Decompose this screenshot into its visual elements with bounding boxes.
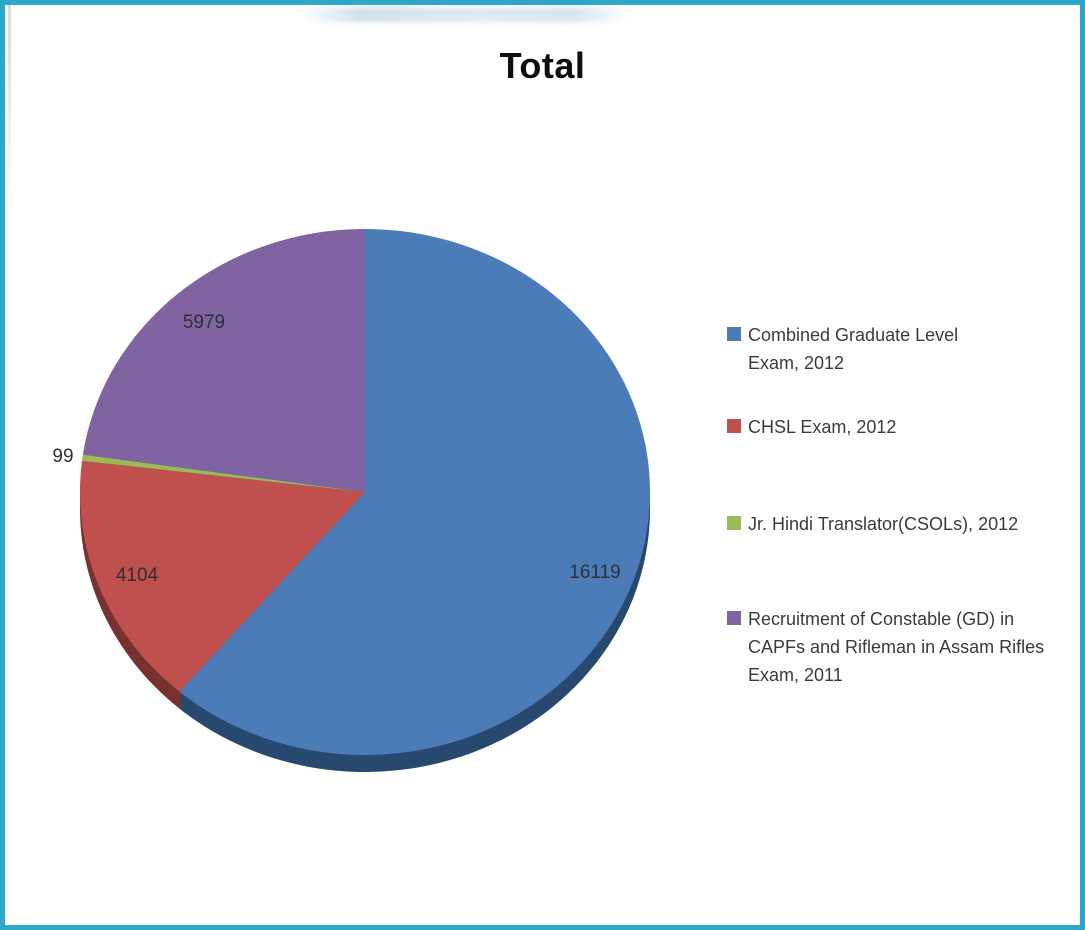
data-label-3: 5979 — [183, 312, 225, 333]
legend-label-constable-gd-capf: Recruitment of Constable (GD) in CAPFs a… — [748, 609, 1045, 685]
chart-title: Total — [499, 45, 586, 86]
legend-swatch-purple-icon — [727, 611, 741, 625]
legend-item-jr-hindi-translator: Jr. Hindi Translator(CSOLs), 2012 — [727, 510, 1057, 538]
legend-label-combined-graduate-level-exam: Combined Graduate Level Exam, 2012 — [748, 325, 959, 373]
scan-artifact-left — [8, 5, 11, 215]
legend-label-jr-hindi-translator: Jr. Hindi Translator(CSOLs), 2012 — [748, 514, 1019, 534]
legend-item-combined-graduate-level-exam: Combined Graduate Level Exam, 2012 — [727, 321, 1057, 377]
pie-slice-2 — [82, 454, 365, 492]
pie-slice-1 — [79, 460, 365, 692]
legend-swatch-red-icon — [727, 419, 741, 433]
legend-swatch-blue-icon — [727, 327, 741, 341]
pie-slice-0 — [179, 229, 650, 755]
legend-item-constable-gd-capf: Recruitment of Constable (GD) in CAPFs a… — [727, 605, 1057, 689]
data-label-2: 99 — [52, 446, 73, 467]
data-label-0: 16119 — [569, 562, 620, 583]
legend-swatch-green-icon — [727, 516, 741, 530]
scan-artifact-top — [300, 7, 630, 22]
legend-item-chsl-exam: CHSL Exam, 2012 — [727, 413, 1057, 441]
legend-label-chsl-exam: CHSL Exam, 2012 — [748, 417, 897, 437]
data-label-1: 4104 — [116, 565, 159, 586]
pie-slice-3 — [82, 229, 365, 492]
